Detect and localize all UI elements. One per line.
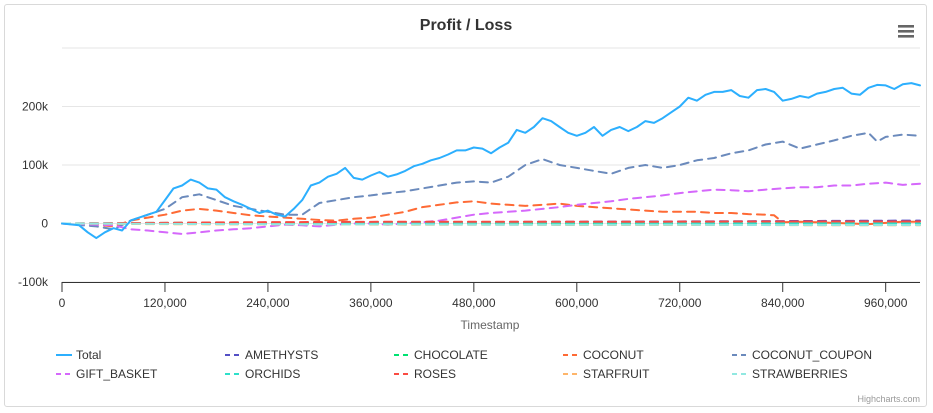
legend-label: Total (76, 348, 101, 362)
legend-label: AMETHYSTS (245, 348, 318, 362)
series-line-strawberries[interactable] (61, 222, 921, 226)
x-axis-title: Timestamp (461, 318, 520, 332)
series-line-total[interactable] (61, 82, 921, 240)
legend-item-gift-basket[interactable]: GIFT_BASKET (56, 367, 158, 381)
y-tick-label: -100k (18, 275, 49, 289)
y-tick-label: 100k (22, 158, 49, 172)
y-tick-label: 200k (22, 100, 49, 114)
credits-link[interactable]: Highcharts.com (857, 394, 920, 404)
x-tick-label: 240,000 (246, 296, 290, 310)
series-layer (61, 82, 921, 240)
x-tick-label: 120,000 (143, 296, 187, 310)
hamburger-menu-icon[interactable] (894, 21, 918, 43)
series-line-coconut[interactable] (61, 200, 921, 228)
legend-item-coconut[interactable]: COCONUT (563, 348, 644, 362)
y-tick-label: 0 (41, 217, 48, 231)
legend-label: STARFRUIT (583, 367, 650, 381)
x-tick-label: 0 (59, 296, 66, 310)
legend-item-chocolate[interactable]: CHOCOLATE (394, 348, 488, 362)
legend-item-amethysts[interactable]: AMETHYSTS (225, 348, 318, 362)
legend-label: ORCHIDS (245, 367, 300, 381)
legend-item-orchids[interactable]: ORCHIDS (225, 367, 300, 381)
legend-item-total[interactable]: Total (56, 348, 101, 362)
x-tick-label: 600,000 (555, 296, 599, 310)
x-tick-label: 960,000 (864, 296, 908, 310)
x-tick-label: 840,000 (761, 296, 805, 310)
legend-item-starfruit[interactable]: STARFRUIT (563, 367, 650, 381)
legend-label: COCONUT_COUPON (752, 348, 872, 362)
x-tick-label: 360,000 (349, 296, 393, 310)
x-axis: 0 120,000 240,000 360,000 480,000 600,000 720,… (59, 282, 920, 310)
legend-item-roses[interactable]: ROSES (394, 367, 456, 381)
grid-lines (62, 47, 920, 283)
legend-item-strawberries[interactable]: STRAWBERRIES (732, 367, 848, 381)
chart-title: Profit / Loss (420, 17, 513, 34)
legend: Total AMETHYSTS CHOCOLATE COCONUT COCONUT_CO… (56, 348, 872, 381)
legend-item-coconut-coupon[interactable]: COCONUT_COUPON (732, 348, 872, 362)
series-line-roses[interactable] (61, 220, 921, 225)
legend-label: ROSES (414, 367, 456, 381)
legend-label: STRAWBERRIES (752, 367, 848, 381)
x-tick-label: 480,000 (452, 296, 496, 310)
chart-frame (4, 4, 927, 407)
legend-label: GIFT_BASKET (76, 367, 158, 381)
legend-label: CHOCOLATE (414, 348, 488, 362)
y-axis-ticks: -100k 0 100k 200k (18, 100, 49, 290)
legend-label: COCONUT (583, 348, 644, 362)
series-line-gift-basket[interactable] (61, 181, 921, 235)
x-tick-label: 720,000 (658, 296, 702, 310)
series-line-coconut-coupon[interactable] (61, 131, 921, 231)
